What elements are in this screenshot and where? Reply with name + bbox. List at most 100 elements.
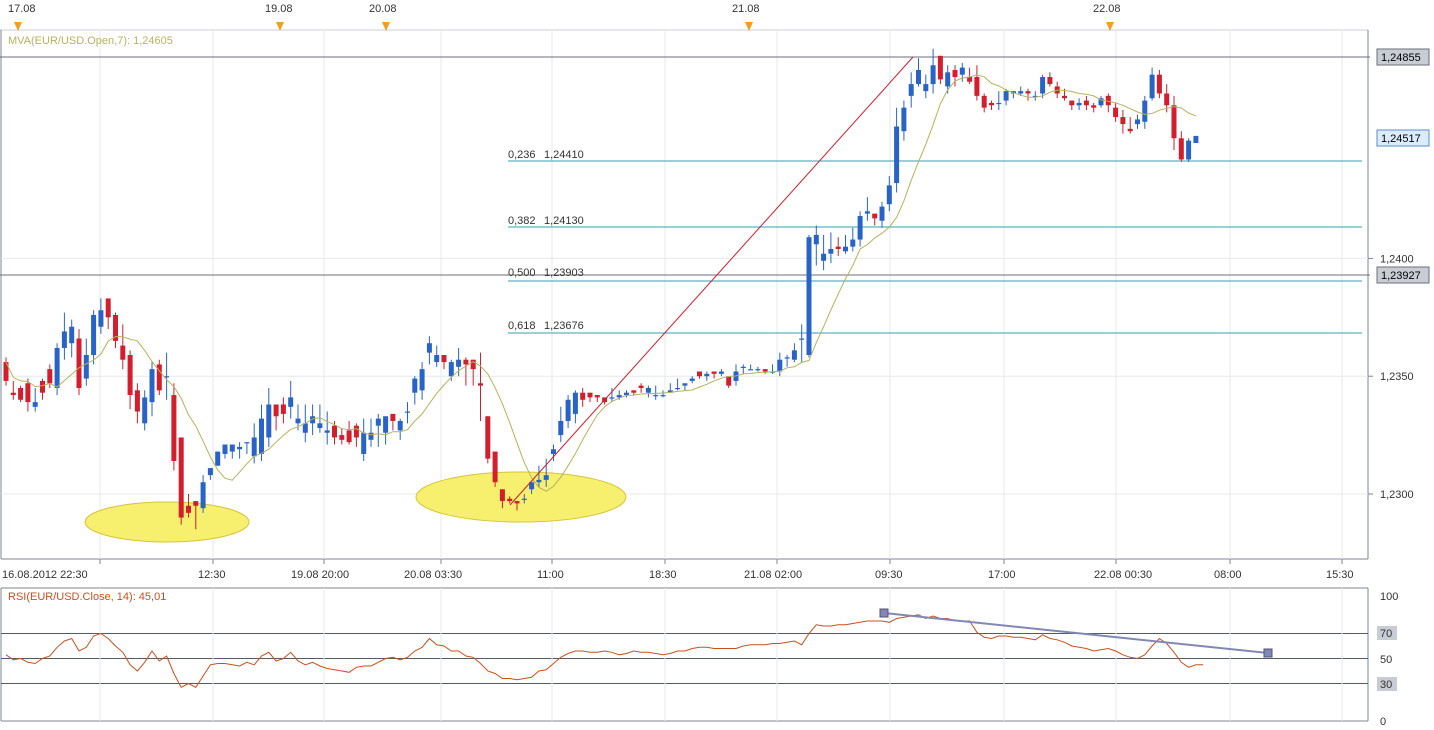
- date-marker-20-08[interactable]: 20.08: [369, 3, 397, 31]
- time-label: 18:30: [649, 569, 677, 581]
- rsi-tick-label: 30: [1380, 679, 1392, 691]
- time-axis: 16.08.2012 22:30 12:30 19.08 20:00 20.08…: [2, 559, 1354, 581]
- candle-bull: [704, 373, 710, 377]
- candle-bull: [850, 239, 856, 247]
- fib-level-0618-value: 1,23676: [544, 320, 584, 332]
- candle-bear: [47, 369, 53, 384]
- date-marker-17-08[interactable]: 17.08: [8, 3, 36, 31]
- candle-bull: [901, 107, 907, 132]
- date-marker-21-08[interactable]: 21.08: [732, 3, 760, 31]
- rsi-trend-handle-start[interactable]: [879, 608, 889, 618]
- time-label: 22.08 00:30: [1094, 569, 1152, 581]
- candle-bull: [1193, 135, 1199, 143]
- date-marker-19-08[interactable]: 19.08: [265, 3, 293, 31]
- date-marker-arrow-icon: [382, 22, 390, 31]
- fib-level-0382-value: 1,24130: [544, 215, 584, 227]
- time-label: 17:00: [988, 569, 1016, 581]
- price-panel[interactable]: 1,2300 1,2350 1,2400 0,236 1,24410 0,382 1…: [0, 30, 1430, 560]
- candle-bull: [164, 376, 170, 378]
- candle-bull: [740, 366, 746, 368]
- candle-bull: [83, 355, 89, 379]
- candle-bear: [10, 392, 16, 396]
- candle-bear: [478, 383, 483, 386]
- rsi-trend-line[interactable]: [883, 612, 1269, 654]
- candle-bull: [843, 246, 848, 252]
- candle-bull: [616, 395, 622, 398]
- top-date-strip: 17.08 19.08 20.08 21.08 22.08: [0, 3, 1368, 31]
- date-marker-label: 22.08: [1093, 3, 1121, 15]
- rsi-line[interactable]: [5, 614, 1204, 688]
- candle-bull: [1018, 91, 1024, 94]
- candle-bull: [565, 399, 571, 421]
- candle-bear: [989, 102, 994, 106]
- date-marker-label: 19.08: [265, 3, 293, 15]
- price-tick-label: 1,2300: [1380, 489, 1414, 501]
- fib-level-0382-ratio: 0,382: [508, 215, 536, 227]
- candle-bear: [3, 362, 9, 381]
- date-marker-arrow-icon: [1106, 22, 1114, 31]
- candle-bear: [1069, 100, 1075, 106]
- price-badge-text: 1,24517: [1381, 133, 1421, 145]
- highlight-ellipse-low-2[interactable]: [415, 471, 627, 523]
- mva-indicator-label[interactable]: MVA(EUR/USD.Open,7): 1,24605: [8, 35, 173, 47]
- candle-bear: [390, 413, 396, 421]
- candle-bull: [412, 378, 418, 393]
- candle-bear: [178, 437, 184, 518]
- rsi-panel[interactable]: RSI(EUR/USD.Close, 14): 45,01 100 70 50 …: [0, 587, 1398, 728]
- price-badge-text: 1,24855: [1381, 52, 1421, 64]
- candle-bull: [383, 416, 389, 433]
- candle-bull: [521, 498, 527, 500]
- price-badge-box: [1376, 129, 1430, 147]
- candle-bull: [718, 371, 724, 374]
- candle-bull: [791, 350, 797, 360]
- rsi-tick-badge: [1377, 626, 1397, 640]
- candle-bear: [587, 392, 593, 398]
- date-marker-arrow-icon: [745, 22, 753, 31]
- candle-bull: [1142, 100, 1148, 122]
- candle-bull: [149, 369, 155, 403]
- rsi-tick-label: 0: [1380, 716, 1386, 728]
- candle-bull: [456, 359, 462, 367]
- candle-bull: [748, 369, 754, 371]
- rsi-trend-handle-end[interactable]: [1263, 648, 1273, 658]
- candle-bull: [572, 392, 578, 414]
- candle-bear: [353, 425, 359, 438]
- candle-bull: [799, 338, 805, 340]
- candle-bull: [434, 355, 440, 363]
- fib-level-0618-ratio: 0,618: [508, 320, 536, 332]
- price-tick-label: 1,2400: [1380, 253, 1414, 265]
- candle-bear: [974, 77, 980, 96]
- candle-bear: [332, 425, 337, 438]
- candle-bear: [1178, 138, 1184, 160]
- mva-line[interactable]: [5, 74, 1197, 492]
- candle-bull: [251, 437, 257, 457]
- fib-trend-line[interactable]: [509, 56, 914, 506]
- candle-bull: [91, 314, 97, 356]
- candle-bear: [1091, 105, 1097, 108]
- date-marker-22-08[interactable]: 22.08: [1093, 3, 1121, 31]
- candle-bull: [419, 369, 425, 391]
- candle-bull: [61, 331, 67, 348]
- fib-level-0236-ratio: 0,236: [508, 149, 536, 161]
- highlight-ellipse-low-1[interactable]: [84, 501, 250, 543]
- candle-bull: [237, 446, 243, 450]
- rsi-tick-label: 100: [1380, 591, 1398, 603]
- candle-bull: [215, 451, 221, 466]
- candle-bull: [660, 395, 666, 397]
- candle-bear: [76, 338, 82, 388]
- rsi-indicator-label[interactable]: RSI(EUR/USD.Close, 14): 45,01: [8, 591, 166, 603]
- candle-bear: [105, 298, 111, 318]
- candle-bear: [638, 385, 644, 388]
- candle-bear: [1171, 105, 1177, 139]
- fibonacci-retracement[interactable]: 0,236 1,24410 0,382 1,24130 0,500 1,2390…: [508, 149, 1362, 334]
- candle-bull: [536, 479, 542, 483]
- candle-bull: [1135, 119, 1140, 125]
- candle-bull: [200, 482, 206, 509]
- candle-bull: [828, 248, 834, 254]
- candle-bull: [653, 395, 659, 397]
- time-label: 16.08.2012 22:30: [2, 569, 88, 581]
- candle-bull: [894, 126, 900, 184]
- candle-bull: [945, 72, 951, 87]
